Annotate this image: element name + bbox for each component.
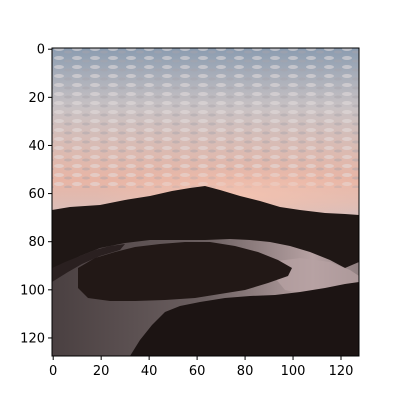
x-tick-label: 40 [141, 364, 158, 379]
y-tick-label: 40 [28, 139, 45, 154]
foreground-land [130, 282, 359, 356]
y-tick-label: 100 [20, 283, 45, 298]
y-tick-label: 120 [20, 331, 45, 346]
island [78, 242, 292, 301]
x-tick-label: 20 [93, 364, 110, 379]
x-tick-label: 60 [189, 364, 206, 379]
water-highlight [270, 258, 359, 294]
x-tick-label: 80 [237, 364, 254, 379]
x-axis: 0 20 40 60 80 100 120 [49, 356, 353, 379]
left-shore [52, 244, 125, 282]
x-tick-label: 0 [49, 364, 57, 379]
x-tick-label: 120 [329, 364, 354, 379]
x-tick-label: 100 [281, 364, 306, 379]
image-content [52, 48, 359, 356]
y-axis: 0 20 40 60 80 100 120 [20, 43, 52, 346]
y-tick-label: 0 [37, 43, 45, 58]
y-tick-label: 80 [28, 235, 45, 250]
hills [52, 186, 359, 270]
y-tick-label: 60 [28, 187, 45, 202]
axes-frame [51, 47, 360, 357]
y-tick-label: 20 [28, 91, 45, 106]
clouds [52, 48, 359, 188]
